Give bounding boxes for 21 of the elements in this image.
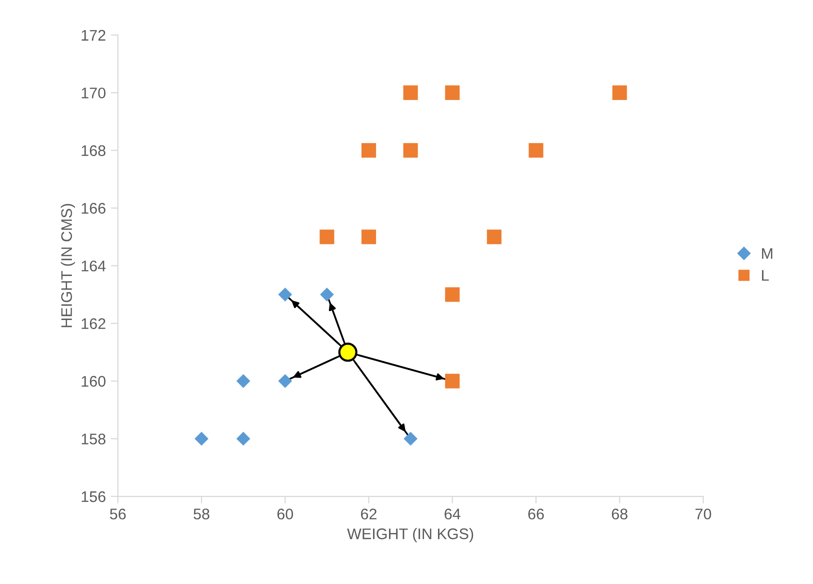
x-tick-label: 66 <box>528 508 544 520</box>
y-tick-label: 164 <box>82 260 106 272</box>
x-axis-title: WEIGHT (IN KGS) <box>347 528 474 542</box>
y-tick-label: 162 <box>82 318 106 330</box>
y-tick-label: 168 <box>82 145 106 156</box>
x-tick-label: 58 <box>194 508 210 520</box>
y-tick-label: 172 <box>82 30 106 41</box>
y-tick-label: 158 <box>82 434 106 444</box>
x-tick-label: 56 <box>110 508 126 520</box>
x-tick-label: 62 <box>361 508 376 520</box>
x-tick-label: 70 <box>696 508 712 520</box>
y-tick-label: 156 <box>82 491 106 502</box>
legend-label: M <box>762 248 772 259</box>
x-tick-label: 64 <box>444 508 460 520</box>
y-axis-title: HEIGHT (IN CMS) <box>60 204 76 328</box>
y-tick-label: 166 <box>82 202 106 214</box>
y-tick-label: 170 <box>82 88 106 98</box>
legend-label: L <box>762 270 769 281</box>
x-tick-label: 60 <box>277 508 294 520</box>
x-tick-label: 68 <box>612 508 628 520</box>
y-tick-label: 160 <box>82 376 106 387</box>
